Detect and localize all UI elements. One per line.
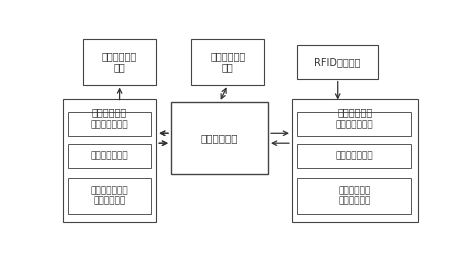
Text: 换刀指令解析
模块: 换刀指令解析 模块 [210, 51, 245, 72]
Text: 刀具有无检测
模块: 刀具有无检测 模块 [102, 51, 137, 72]
Bar [171, 102, 268, 174]
Bar [292, 99, 418, 222]
Bar [68, 112, 151, 136]
Text: 内部取刀子模块: 内部取刀子模块 [335, 120, 373, 129]
Text: 内部换刀模块: 内部换刀模块 [338, 107, 373, 117]
Text: 参数配置模块: 参数配置模块 [201, 133, 238, 143]
Bar [298, 112, 411, 136]
Bar [298, 45, 378, 79]
Bar [83, 39, 156, 85]
Text: 刀库增刀座坐
标计算子模块: 刀库增刀座坐 标计算子模块 [338, 186, 370, 206]
Bar [191, 39, 264, 85]
Text: 外部取刀子模块: 外部取刀子模块 [91, 120, 128, 129]
Bar [298, 178, 411, 214]
Text: 外部刀库刀座坐
标计算子模块: 外部刀库刀座坐 标计算子模块 [91, 186, 128, 206]
Text: 外部放刀子模块: 外部放刀子模块 [91, 152, 128, 161]
Bar [68, 144, 151, 168]
Bar [63, 99, 156, 222]
Text: RFID校验模块: RFID校验模块 [315, 57, 361, 67]
Bar [68, 178, 151, 214]
Text: 外部换刀模块: 外部换刀模块 [92, 107, 127, 117]
Bar [298, 144, 411, 168]
Text: 内部放刀子模块: 内部放刀子模块 [335, 152, 373, 161]
